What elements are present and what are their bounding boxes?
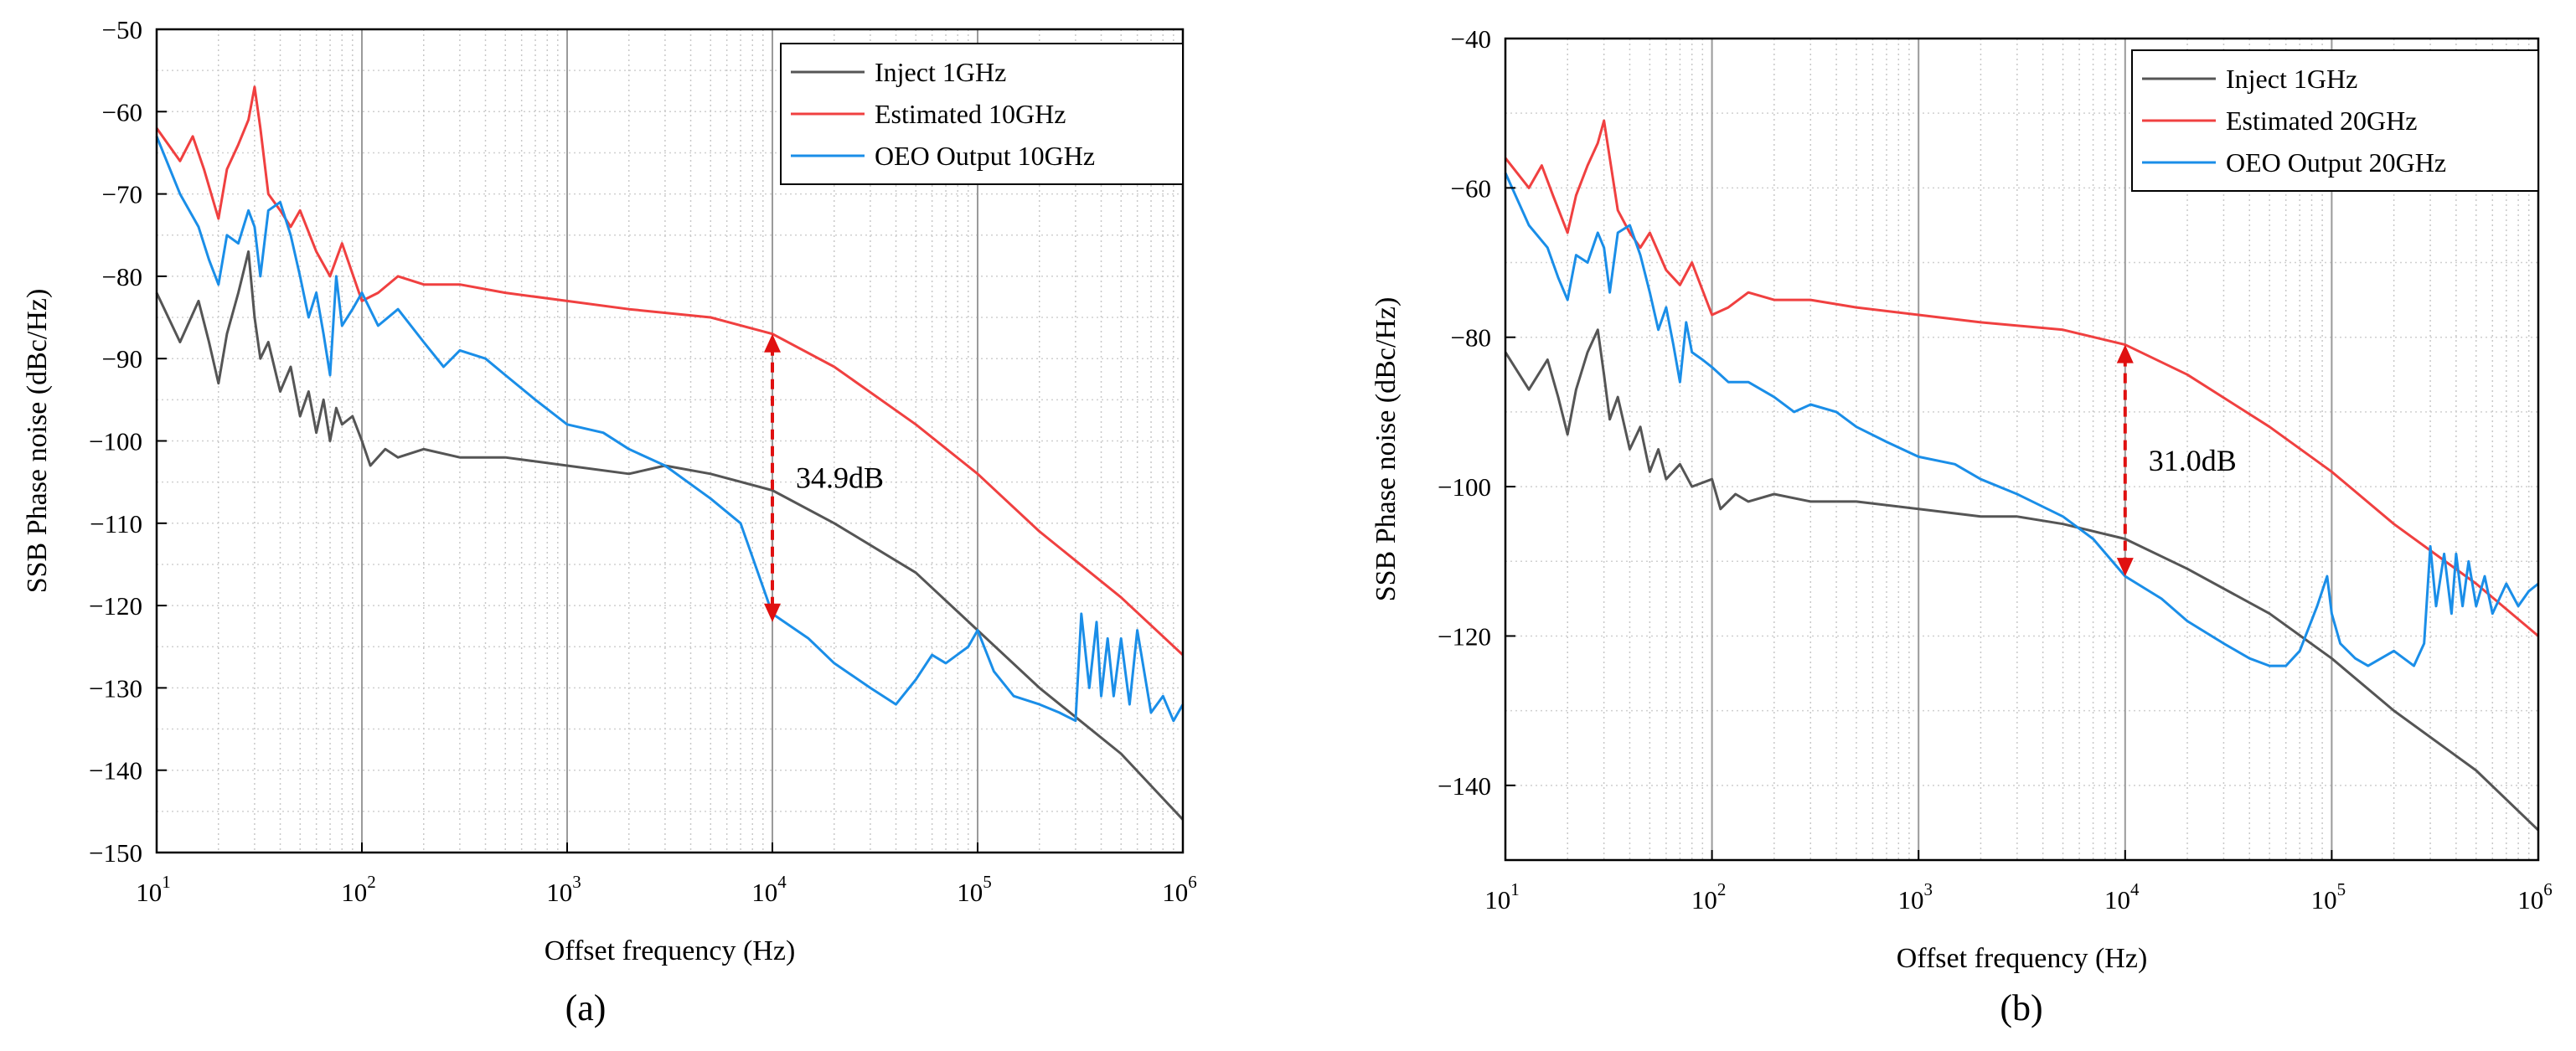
x-tick-label: 104 xyxy=(751,872,787,907)
legend-label-1: Inject 1GHz xyxy=(2226,64,2357,94)
y-axis-label: SSB Phase noise (dBc/Hz) xyxy=(22,289,53,594)
y-tick-label: −50 xyxy=(102,15,142,44)
annotation-arrowhead-bottom xyxy=(2116,558,2134,577)
legend-label-2: Estimated 20GHz xyxy=(2226,106,2417,136)
x-tick-label: 106 xyxy=(1162,872,1197,907)
y-tick-label: −110 xyxy=(90,509,142,538)
x-tick-label: 103 xyxy=(1897,879,1933,914)
y-tick-label: −80 xyxy=(102,262,142,291)
difference-annotation: 34.9dB xyxy=(764,333,884,622)
x-tick-label: 105 xyxy=(957,872,992,907)
legend: Inject 1GHz Estimated 10GHz OEO Output 10G… xyxy=(780,43,1184,185)
series-line-2 xyxy=(155,85,1185,657)
x-axis-label: Offset frequency (Hz) xyxy=(545,935,796,966)
difference-annotation: 31.0dB xyxy=(2116,344,2237,577)
x-tick-label: 102 xyxy=(341,872,376,907)
series-line-1 xyxy=(155,250,1185,821)
series-line-2 xyxy=(1504,119,2539,637)
x-tick-label: 106 xyxy=(2517,879,2553,914)
y-tick-label: −100 xyxy=(1438,472,1491,502)
y-tick-label: −90 xyxy=(102,344,142,374)
annotation-label: 34.9dB xyxy=(796,461,884,495)
legend-label-1: Inject 1GHz xyxy=(875,57,1006,87)
x-tick-label: 101 xyxy=(1484,879,1520,914)
y-tick-label: −140 xyxy=(1438,771,1491,801)
series-line-1 xyxy=(1504,328,2540,832)
y-tick-label: −60 xyxy=(102,97,142,126)
legend-label-3: OEO Output 20GHz xyxy=(2226,147,2446,178)
y-tick-label: −140 xyxy=(89,756,142,786)
legend-label-3: OEO Output 10GHz xyxy=(875,141,1095,171)
y-tick-label: −70 xyxy=(102,180,142,209)
y-axis-label: SSB Phase noise (dBc/Hz) xyxy=(1371,297,1402,602)
chart-panel-b: 31.0dB −140 −120 −100 −80 −60 −40 101 102 103 104 1… xyxy=(1371,24,2553,1028)
y-tick-label: −120 xyxy=(1438,621,1491,651)
y-tick-label: −130 xyxy=(89,673,142,703)
annotation-arrowhead-top xyxy=(2116,344,2134,363)
legend-label-2: Estimated 10GHz xyxy=(875,99,1066,129)
x-tick-label: 103 xyxy=(546,872,581,907)
chart-panel-a: 34.9dB −150 −140 −130 −120 −110 −100 −90 −80 −70 −… xyxy=(22,15,1197,1028)
annotation-arrowhead-bottom xyxy=(764,603,781,622)
series-line-3 xyxy=(155,136,1185,723)
subplot-caption: (a) xyxy=(565,987,607,1028)
y-tick-label: −150 xyxy=(89,838,142,868)
series-line-3 xyxy=(1504,172,2539,667)
y-tick-label: −60 xyxy=(1451,173,1491,203)
annotation-arrowhead-top xyxy=(764,333,781,353)
x-tick-label: 105 xyxy=(2311,879,2346,914)
x-tick-label: 102 xyxy=(1691,879,1727,914)
x-tick-label: 101 xyxy=(136,872,171,907)
plot-frame xyxy=(1504,37,2540,862)
y-tick-label: −120 xyxy=(89,591,142,621)
legend: Inject 1GHz Estimated 20GHz OEO Output 20G… xyxy=(2131,49,2539,192)
subplot-caption: (b) xyxy=(2000,987,2042,1028)
annotation-label: 31.0dB xyxy=(2149,444,2237,477)
y-tick-label: −40 xyxy=(1451,24,1491,54)
y-tick-label: −80 xyxy=(1451,323,1491,353)
x-tick-label: 104 xyxy=(2104,879,2140,914)
x-axis-label: Offset frequency (Hz) xyxy=(1897,943,2148,974)
y-tick-label: −100 xyxy=(89,427,142,456)
